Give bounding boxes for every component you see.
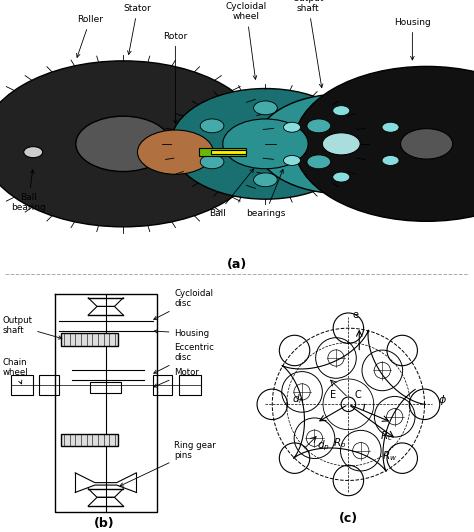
Text: Eccentric
disc: Eccentric disc <box>154 343 214 373</box>
Text: Output
shaft: Output shaft <box>2 316 62 339</box>
Circle shape <box>256 94 427 194</box>
Text: E: E <box>330 390 337 400</box>
Text: $R_c$: $R_c$ <box>380 429 393 443</box>
Circle shape <box>12 140 55 164</box>
Text: Output
shaft: Output shaft <box>292 0 324 88</box>
Polygon shape <box>199 148 246 156</box>
Text: Chain
wheel: Chain wheel <box>2 358 28 384</box>
Text: (c): (c) <box>339 512 358 525</box>
Circle shape <box>137 130 213 174</box>
Circle shape <box>294 66 474 221</box>
Circle shape <box>401 129 453 159</box>
Text: C: C <box>354 390 361 400</box>
Text: (a): (a) <box>227 259 247 271</box>
Text: $d_h$: $d_h$ <box>292 393 305 406</box>
Text: Ring gear
pins: Ring gear pins <box>120 440 216 486</box>
Circle shape <box>283 122 301 132</box>
Circle shape <box>171 88 360 199</box>
Circle shape <box>283 155 301 165</box>
Polygon shape <box>61 434 118 446</box>
Text: Ball
bearing: Ball bearing <box>11 170 46 212</box>
Circle shape <box>200 155 224 169</box>
Circle shape <box>223 119 308 169</box>
Polygon shape <box>61 334 118 346</box>
Text: Housing: Housing <box>394 18 431 60</box>
Text: Cycloidal
wheel: Cycloidal wheel <box>226 2 267 79</box>
Circle shape <box>307 155 331 169</box>
Circle shape <box>24 147 43 157</box>
Text: Motor: Motor <box>154 368 199 387</box>
Text: $d_p$: $d_p$ <box>317 438 329 453</box>
Circle shape <box>333 172 350 182</box>
Text: Rotor: Rotor <box>163 32 188 123</box>
Text: bearings: bearings <box>246 169 285 218</box>
Circle shape <box>0 61 265 227</box>
Text: Housing: Housing <box>154 329 210 338</box>
Text: Roller: Roller <box>76 15 103 57</box>
Circle shape <box>76 116 171 171</box>
Text: Cycloidal
disc: Cycloidal disc <box>154 289 213 319</box>
Text: Stator: Stator <box>124 4 151 54</box>
Circle shape <box>200 119 224 133</box>
Circle shape <box>254 173 277 187</box>
Text: (b): (b) <box>94 517 115 530</box>
Circle shape <box>254 101 277 115</box>
Circle shape <box>382 155 399 165</box>
Polygon shape <box>211 150 246 154</box>
Circle shape <box>333 106 350 115</box>
Text: e: e <box>353 310 359 320</box>
Text: $\phi$: $\phi$ <box>438 393 447 406</box>
Circle shape <box>382 122 399 132</box>
Circle shape <box>307 119 331 133</box>
Text: $R_w$: $R_w$ <box>382 448 397 462</box>
Text: Ball: Ball <box>210 169 254 218</box>
Circle shape <box>322 133 360 155</box>
Text: $R_o$: $R_o$ <box>333 436 346 450</box>
